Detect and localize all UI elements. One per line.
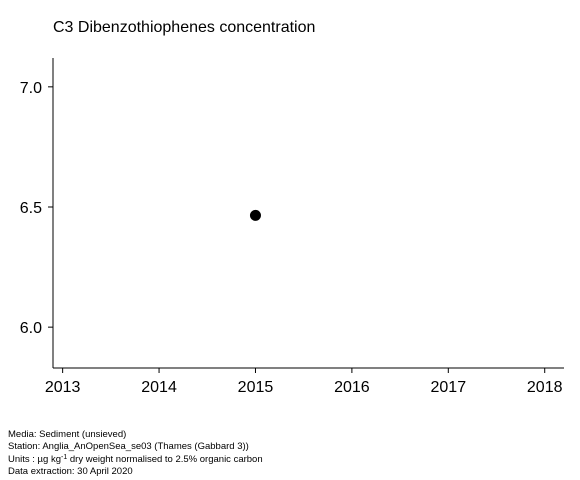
y-tick-label: 7.0: [20, 80, 42, 97]
x-tick-label: 2017: [431, 379, 467, 396]
footer-station: Station: Anglia_AnOpenSea_se03 (Thames (…: [8, 440, 249, 452]
x-tick-label: 2018: [527, 379, 563, 396]
footer-units: Units : µg kg-1 dry weight normalised to…: [8, 452, 263, 466]
footer-media: Media: Sediment (unsieved): [8, 429, 127, 440]
footer-units-prefix: Units : µg kg: [8, 454, 61, 465]
data-point: [249, 209, 261, 221]
x-tick-label: 2015: [238, 379, 274, 396]
x-tick-label: 2016: [334, 379, 370, 396]
footer-units-suffix: dry weight normalised to 2.5% organic ca…: [67, 454, 263, 465]
y-tick-label: 6.0: [20, 320, 42, 337]
y-tick-label: 6.5: [20, 200, 42, 217]
footer-units-superscript: -1: [61, 454, 68, 461]
scatter-chart: 6.0 6.5 7.0 2013 2014 2015 2016 2017 2018: [20, 58, 564, 396]
x-tick-label: 2013: [45, 379, 81, 396]
x-tick-label: 2014: [141, 379, 177, 396]
footer-extraction: Data extraction: 30 April 2020: [8, 465, 133, 477]
chart-footer: Media: Sediment (unsieved) Station: Angl…: [8, 429, 263, 477]
chart-title: C3 Dibenzothiophenes concentration: [53, 19, 316, 36]
